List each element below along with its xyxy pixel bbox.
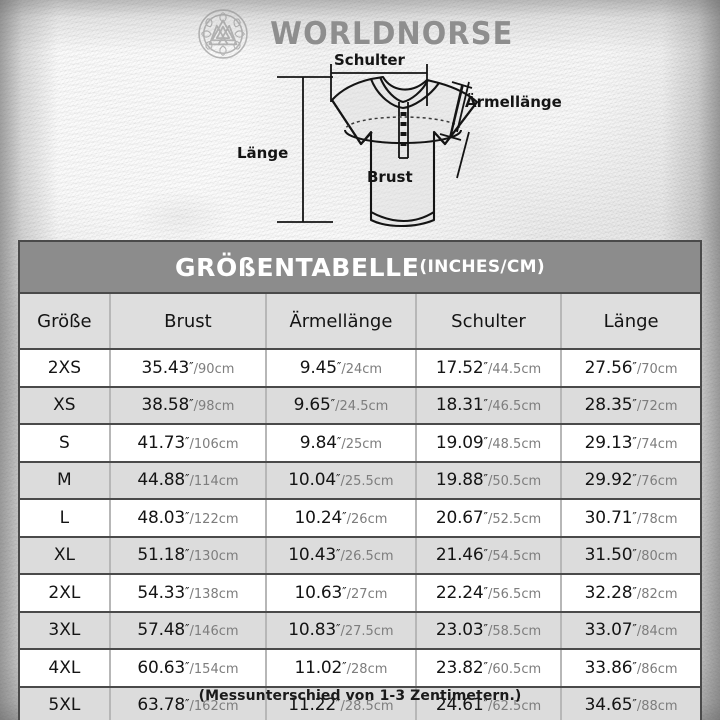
cell-chest: 38.58″/98cm	[109, 386, 268, 425]
table-row: 5XL 63.78″/162cm 11.22″/28.5cm 24.61″/62.5c…	[20, 686, 700, 720]
cell-length: 29.13″/74cm	[561, 424, 700, 463]
brand-header: WORLDNORSE	[0, 8, 720, 60]
cell-length: 30.71″/78cm	[561, 499, 700, 538]
measurement-diagram: Schulter Ärmellänge Länge Brust	[215, 51, 615, 237]
cell-sleeve: 9.84″/25cm	[266, 424, 417, 463]
diagram-label-shoulder: Schulter	[334, 51, 405, 69]
size-table-body: 2XS 35.43″/90cm 9.45″/24cm 17.52″/44.5cm 27.…	[20, 349, 700, 720]
size-table-title-units: (INCHES/CM)	[419, 257, 545, 277]
brand-name: WORLDNORSE	[270, 16, 514, 52]
cell-sleeve: 10.63″/27cm	[266, 574, 417, 613]
diagram-label-sleeve: Ärmellänge	[465, 93, 562, 111]
table-row: 3XL 57.48″/146cm 10.83″/27.5cm 23.03″/58.5c…	[20, 611, 700, 650]
cell-shoulder: 23.82″/60.5cm	[415, 649, 563, 688]
cell-size: 5XL	[20, 686, 111, 720]
cell-shoulder: 24.61″/62.5cm	[415, 686, 563, 720]
cell-sleeve: 9.65″/24.5cm	[266, 386, 417, 425]
cell-size: S	[20, 424, 111, 463]
table-row: S 41.73″/106cm 9.84″/25cm 19.09″/48.5cm 29.1…	[20, 424, 700, 463]
cell-chest: 44.88″/114cm	[109, 461, 268, 500]
cell-shoulder: 18.31″/46.5cm	[415, 386, 563, 425]
cell-chest: 60.63″/154cm	[109, 649, 268, 688]
cell-shoulder: 17.52″/44.5cm	[415, 349, 563, 388]
table-row: 2XS 35.43″/90cm 9.45″/24cm 17.52″/44.5cm 27.…	[20, 349, 700, 388]
cell-shoulder: 19.88″/50.5cm	[415, 461, 563, 500]
diagram-label-chest: Brust	[367, 168, 413, 186]
diagram-label-length: Länge	[237, 144, 289, 162]
cell-length: 28.35″/72cm	[561, 386, 700, 425]
cell-sleeve: 10.43″/26.5cm	[266, 536, 417, 575]
cell-length: 31.50″/80cm	[561, 536, 700, 575]
cell-shoulder: 19.09″/48.5cm	[415, 424, 563, 463]
column-header-sleeve: Ärmellänge	[266, 294, 417, 350]
cell-length: 27.56″/70cm	[561, 349, 700, 388]
cell-length: 34.65″/88cm	[561, 686, 700, 720]
cell-chest: 41.73″/106cm	[109, 424, 268, 463]
size-table-title-bar: GRÖßENTABELLE (INCHES/CM)	[20, 242, 700, 294]
size-table-head: Größe Brust Ärmellänge Schulter Länge	[20, 294, 700, 350]
cell-shoulder: 21.46″/54.5cm	[415, 536, 563, 575]
cell-size: 4XL	[20, 649, 111, 688]
table-row: 2XL 54.33″/138cm 10.63″/27cm 22.24″/56.5cm 3…	[20, 574, 700, 613]
cell-size: XL	[20, 536, 111, 575]
cell-size: XS	[20, 386, 111, 425]
cell-shoulder: 22.24″/56.5cm	[415, 574, 563, 613]
cell-length: 32.28″/82cm	[561, 574, 700, 613]
table-row: XS 38.58″/98cm 9.65″/24.5cm 18.31″/46.5cm 28…	[20, 386, 700, 425]
cell-chest: 51.18″/130cm	[109, 536, 268, 575]
table-header-row: Größe Brust Ärmellänge Schulter Länge	[20, 294, 700, 350]
cell-length: 29.92″/76cm	[561, 461, 700, 500]
henley-shirt-icon	[277, 64, 479, 227]
size-table-title: GRÖßENTABELLE	[175, 252, 420, 282]
cell-length: 33.86″/86cm	[561, 649, 700, 688]
cell-chest: 35.43″/90cm	[109, 349, 268, 388]
size-table: Größe Brust Ärmellänge Schulter Länge 2X…	[20, 294, 700, 720]
valknut-logo-icon	[197, 8, 249, 60]
table-row: 4XL 60.63″/154cm 11.02″/28cm 23.82″/60.5cm 3…	[20, 649, 700, 688]
cell-chest: 54.33″/138cm	[109, 574, 268, 613]
column-header-length: Länge	[561, 294, 700, 350]
cell-length: 33.07″/84cm	[561, 611, 700, 650]
table-row: M 44.88″/114cm 10.04″/25.5cm 19.88″/50.5cm 2…	[20, 461, 700, 500]
column-header-size: Größe	[20, 294, 111, 350]
size-table-container: GRÖßENTABELLE (INCHES/CM) Größe Brust Ärm…	[18, 240, 702, 720]
cell-size: 2XL	[20, 574, 111, 613]
cell-sleeve: 10.24″/26cm	[266, 499, 417, 538]
cell-chest: 63.78″/162cm	[109, 686, 268, 720]
cell-sleeve: 11.22″/28.5cm	[266, 686, 417, 720]
table-row: XL 51.18″/130cm 10.43″/26.5cm 21.46″/54.5cm…	[20, 536, 700, 575]
cell-sleeve: 9.45″/24cm	[266, 349, 417, 388]
cell-sleeve: 10.04″/25.5cm	[266, 461, 417, 500]
cell-size: 3XL	[20, 611, 111, 650]
cell-size: L	[20, 499, 111, 538]
table-row: L 48.03″/122cm 10.24″/26cm 20.67″/52.5cm 30.…	[20, 499, 700, 538]
cell-sleeve: 10.83″/27.5cm	[266, 611, 417, 650]
cell-size: M	[20, 461, 111, 500]
cell-chest: 57.48″/146cm	[109, 611, 268, 650]
cell-shoulder: 23.03″/58.5cm	[415, 611, 563, 650]
column-header-chest: Brust	[109, 294, 268, 350]
cell-sleeve: 11.02″/28cm	[266, 649, 417, 688]
measurement-tolerance-note: (Messunterschied von 1-3 Zentimetern.)	[198, 688, 522, 704]
column-header-shoulder: Schulter	[415, 294, 563, 350]
cell-size: 2XS	[20, 349, 111, 388]
cell-shoulder: 20.67″/52.5cm	[415, 499, 563, 538]
cell-chest: 48.03″/122cm	[109, 499, 268, 538]
